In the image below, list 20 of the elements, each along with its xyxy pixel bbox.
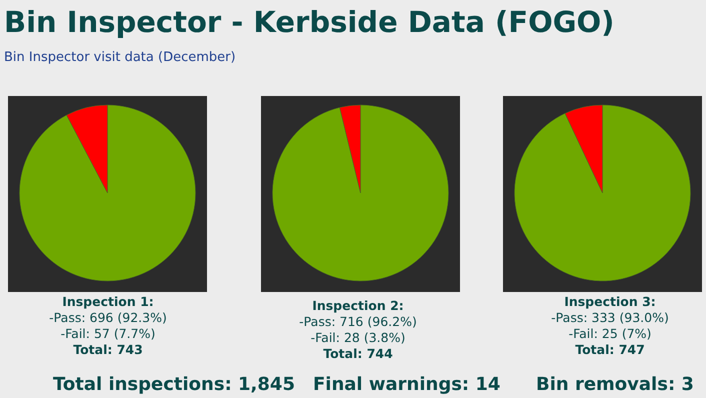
text: Total inspections: 1,845 — [53, 374, 295, 395]
text: Inspection 2: — [312, 298, 404, 313]
text: Total: 747 — [575, 342, 645, 357]
text: -Fail: 57 (7.7%) — [60, 326, 156, 341]
text: Total: 744 — [323, 346, 394, 361]
text: Total: 743 — [73, 342, 143, 357]
text: -Pass: 333 (93.0%) — [551, 310, 669, 325]
text: -Fail: 28 (3.8%) — [310, 330, 406, 345]
text: Inspection 1: — [62, 294, 154, 309]
pie-slice — [19, 104, 196, 282]
chart-subtitle: Bin Inspector visit data (December) — [4, 50, 236, 65]
text: -Fail: 25 (7%) — [568, 326, 652, 341]
text: -Pass: 696 (92.3%) — [49, 310, 167, 325]
pie-slice — [272, 104, 449, 282]
text: -Pass: 716 (96.2%) — [299, 314, 417, 329]
text: Bin removals: 3 — [536, 374, 694, 395]
text: Inspection 3: — [564, 294, 656, 309]
text: Bin Inspector - Kerbside Data (FOGO) — [4, 5, 614, 39]
text: Final warnings: 14 — [313, 374, 500, 395]
pie-slice — [514, 104, 691, 282]
